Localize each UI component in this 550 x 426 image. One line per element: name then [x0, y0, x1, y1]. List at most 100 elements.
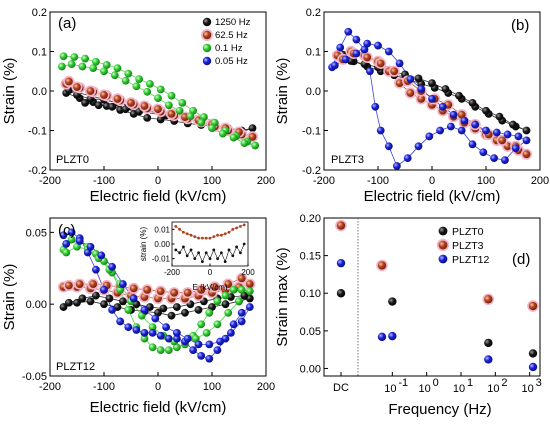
c-data-point	[237, 308, 246, 317]
c-data-point	[129, 294, 138, 303]
d-data-point	[528, 301, 538, 311]
panel-d-letter: (d)	[512, 251, 530, 268]
a-data-point	[86, 87, 95, 95]
panel-b-sample-label: PLZT3	[331, 154, 364, 166]
c-data-point	[156, 346, 165, 355]
inset-data-point	[227, 230, 231, 234]
b-data-point	[425, 132, 434, 141]
panel-a: -0.2 -0.1 0.0 0.1 0.2 -200 -100 0 100 200 (a) PLZ…	[1, 7, 275, 205]
c-data-point	[229, 285, 238, 294]
b-data-point	[336, 43, 345, 52]
inset-ytick-label: 0.01	[154, 225, 170, 234]
b-data-point	[468, 140, 477, 149]
inset-data-point	[201, 236, 204, 240]
legend-label-005hz: 0.05 Hz	[215, 56, 248, 67]
c-data-point	[62, 239, 71, 248]
legend-marker-62hz	[202, 30, 212, 40]
a-xtick-label: 100	[203, 175, 221, 187]
b-data-point	[393, 162, 401, 170]
c-data-point	[224, 280, 233, 288]
c-data-point	[124, 306, 133, 314]
c-data-point	[245, 280, 254, 288]
b-data-point	[498, 136, 507, 145]
c-xtick-label: 200	[257, 381, 275, 393]
a-data-point	[67, 60, 76, 69]
c-data-point	[216, 337, 225, 346]
d-data-point	[484, 295, 493, 304]
c-data-point	[67, 228, 76, 237]
legend-marker-1250hz	[202, 17, 212, 27]
inset-data-point	[235, 226, 239, 230]
c-data-point	[119, 280, 127, 288]
b-data-point	[441, 85, 450, 93]
inset-data-point	[182, 245, 185, 249]
a-data-point	[140, 102, 149, 110]
b-data-point	[436, 126, 444, 135]
d-ytick-label: 0.00	[300, 363, 321, 375]
legend-label-plzt3: PLZT3	[452, 240, 484, 252]
b-data-point	[438, 102, 447, 111]
b-data-point	[344, 27, 353, 36]
inset-data-point	[193, 235, 197, 239]
b-data-point	[457, 126, 466, 135]
b-data-point	[479, 148, 488, 157]
c-data-point	[173, 303, 181, 311]
b-data-point	[371, 102, 380, 111]
c-data-point	[156, 331, 165, 340]
b-data-point	[403, 154, 412, 163]
b-data-point	[384, 142, 393, 151]
c-data-point	[132, 326, 141, 334]
d-data-point	[336, 221, 346, 230]
inset-data-point	[204, 251, 208, 255]
d-data-point	[377, 261, 387, 270]
c-data-point	[245, 303, 254, 311]
c-data-point	[140, 306, 149, 314]
panel-c: -0.050.000.05-200 -100 0 100 200 (c) PLZT12 …	[1, 217, 275, 416]
panel-b: -0.2 -0.1 0.0 0.1 0.2 -200 -100 0 100 200 (b) PLZ…	[274, 7, 549, 205]
d-ytick-label: 0.05	[300, 326, 321, 338]
c-data-point	[119, 297, 127, 306]
c-data-point	[197, 320, 206, 329]
inset-data-point	[216, 233, 220, 237]
b-data-point	[376, 59, 385, 68]
c-data-point	[181, 308, 189, 317]
inset-xtick-label: 0	[208, 268, 213, 277]
c-data-point	[143, 285, 152, 294]
inset-data-point	[220, 251, 223, 255]
a-ytick-label: -0.2	[28, 165, 47, 177]
d-data-point	[388, 297, 397, 306]
d-xtick-label: 10	[522, 383, 534, 395]
c-data-point	[221, 300, 230, 309]
b-data-point	[406, 75, 415, 84]
inset-data-point	[182, 230, 185, 234]
c-data-point	[65, 281, 73, 290]
d-xtick-label: 10	[453, 383, 465, 395]
c-data-point	[162, 323, 171, 332]
panel-d-ylabel: Strain max (%)	[274, 247, 291, 346]
panel-c-sample-label: PLZT12	[56, 361, 95, 373]
c-data-point	[164, 334, 173, 343]
panel-a-ylabel: Strain (%)	[1, 58, 18, 125]
a-data-point	[178, 98, 187, 107]
a-data-point	[127, 98, 135, 107]
inset-data-point	[208, 257, 212, 261]
legend-marker-plzt12	[438, 254, 448, 264]
panel-c-ylabel: Strain (%)	[1, 264, 18, 331]
a-data-point	[59, 52, 68, 61]
b-data-point	[503, 130, 512, 139]
c-data-point	[151, 314, 160, 323]
a-data-point	[154, 94, 162, 103]
b-data-point	[511, 144, 520, 153]
c-data-point	[148, 323, 157, 332]
c-data-point	[156, 287, 165, 296]
b-data-point	[514, 132, 523, 141]
b-data-point	[417, 85, 426, 93]
d-xtick-label: 10	[487, 383, 499, 395]
inset-data-point	[197, 251, 201, 255]
b-data-point	[522, 150, 531, 159]
c-data-point	[235, 297, 243, 306]
c-data-point	[75, 237, 84, 245]
a-data-point	[251, 141, 260, 150]
a-data-point	[73, 83, 81, 91]
